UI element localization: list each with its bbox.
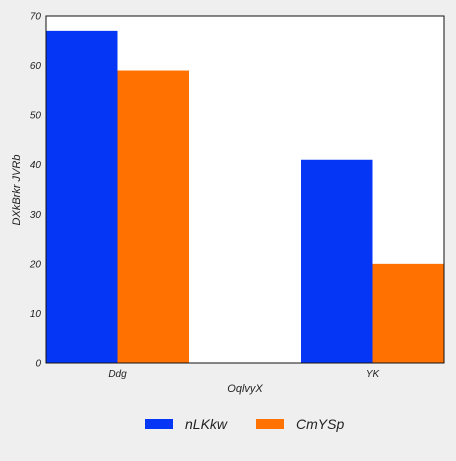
y-tick-label: 50 (30, 111, 42, 122)
legend: nLKkw CmYSp (145, 416, 344, 432)
y-tick-label: 20 (29, 259, 42, 270)
x-axis: Ddg YK (108, 369, 380, 380)
legend-swatch-CmYSp (256, 419, 284, 429)
y-axis-label: DXkBrkr JVRb (11, 155, 23, 226)
x-tick-label: Ddg (108, 369, 127, 380)
bar-CmYSp-YK (372, 263, 444, 363)
legend-swatch-nLKkw (145, 419, 173, 429)
bars-group (46, 30, 444, 364)
y-axis: 0 10 20 30 40 50 60 70 (29, 12, 42, 370)
x-tick-label: YK (366, 369, 381, 380)
y-tick-label: 10 (30, 309, 42, 320)
y-tick-label: 0 (35, 359, 41, 370)
bar-CmYSp-Ddg (117, 70, 189, 364)
bar-nLKkw-YK (301, 159, 373, 363)
x-axis-label: OqlvyX (227, 383, 263, 395)
legend-label-CmYSp: CmYSp (296, 416, 344, 432)
y-tick-label: 60 (30, 61, 42, 72)
y-tick-label: 30 (30, 210, 42, 221)
y-tick-label: 40 (30, 160, 42, 171)
legend-label-nLKkw: nLKkw (185, 416, 228, 432)
y-tick-label: 70 (30, 12, 42, 23)
bar-nLKkw-Ddg (46, 30, 118, 363)
plot-border (45, 15, 445, 364)
